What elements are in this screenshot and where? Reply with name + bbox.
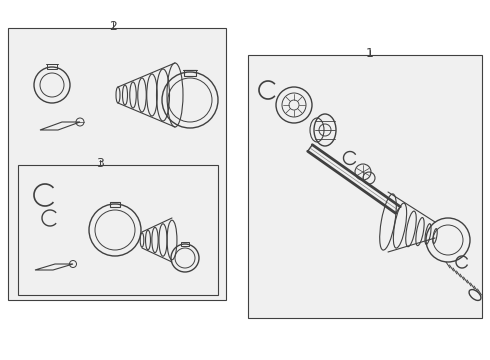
Bar <box>47 64 57 69</box>
Text: 2: 2 <box>109 20 117 33</box>
Bar <box>181 242 189 246</box>
Text: 3: 3 <box>96 157 104 170</box>
Bar <box>18 165 218 295</box>
Bar <box>110 202 120 207</box>
Bar <box>248 55 482 318</box>
Bar <box>184 70 196 76</box>
Bar <box>8 28 226 300</box>
Text: 1: 1 <box>366 47 374 60</box>
